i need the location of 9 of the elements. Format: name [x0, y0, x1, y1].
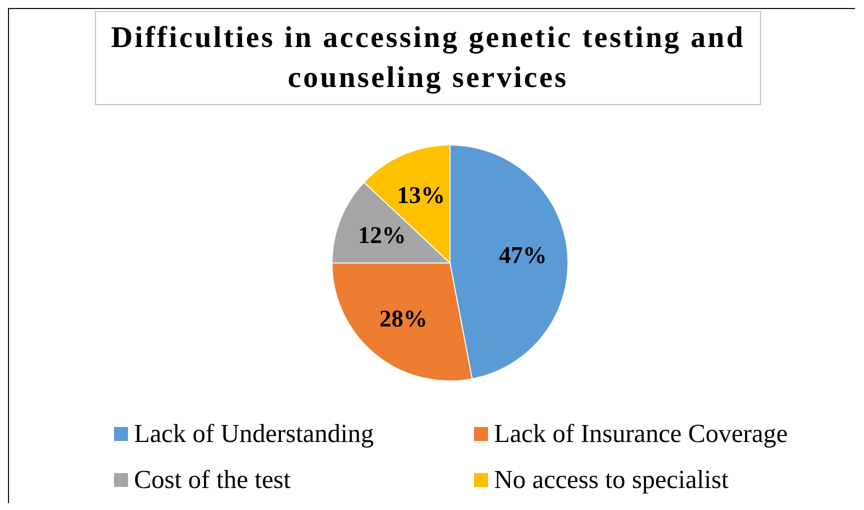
data-label: 12%	[358, 223, 406, 250]
legend-label: Cost of the test	[134, 465, 291, 495]
legend-label: No access to specialist	[494, 465, 729, 495]
chart-title: Difficulties in accessing genetic testing and counseling services	[95, 11, 761, 105]
data-label: 28%	[379, 306, 428, 332]
data-label: 47%	[498, 243, 547, 270]
legend-label: Lack of Insurance Coverage	[494, 419, 788, 449]
legend-label: Lack of Understanding	[134, 419, 374, 449]
data-label: 13%	[396, 182, 445, 209]
